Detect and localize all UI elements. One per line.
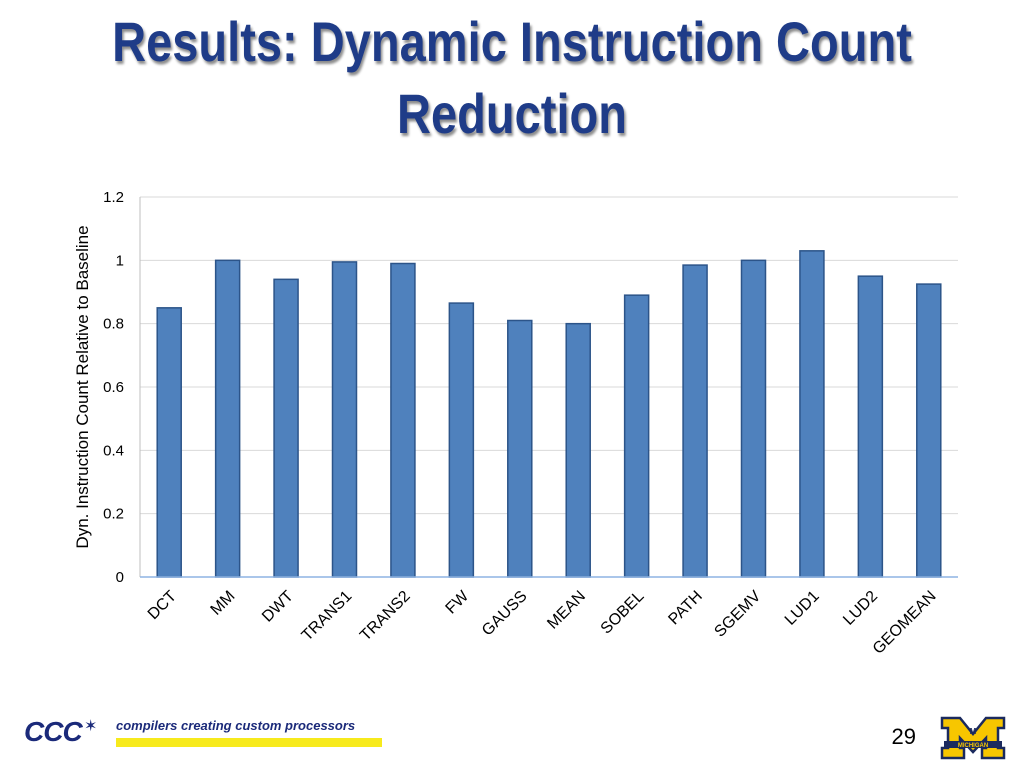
michigan-block-m-logo: M MICHIGAN [940, 716, 1006, 760]
x-tick-label: SOBEL [598, 588, 648, 638]
ccc-logo: CCC ✶ compilers creating custom processo… [24, 716, 382, 752]
x-tick-label: TRANS2 [357, 588, 414, 645]
block-m-icon [940, 716, 1006, 760]
bars [156, 250, 942, 578]
y-tick-label: 0.4 [103, 442, 124, 459]
x-tick-label: SGEMV [711, 588, 764, 641]
y-axis-ticks: 0 0.2 0.4 0.6 0.8 1 1.2 [103, 189, 124, 586]
bar-gauss [507, 319, 533, 578]
bar-geomean [916, 283, 942, 578]
bar-lud1 [799, 250, 825, 578]
bar-chart: 0 0.2 0.4 0.6 0.8 1 1.2 DCT MM DWT TRANS1 TRANS2 FW… [73, 189, 958, 658]
x-tick-label: PATH [665, 588, 706, 629]
gridlines [140, 196, 958, 515]
bar-mean [565, 322, 591, 578]
x-tick-label: LUD1 [782, 588, 823, 629]
bar-sobel [623, 294, 650, 578]
ccc-tagline: compilers creating custom processors [116, 718, 356, 733]
bar-lud2 [857, 275, 884, 578]
bar-dwt [273, 278, 299, 578]
x-tick-label: TRANS1 [299, 588, 356, 645]
tagline-underline-bar [116, 738, 382, 747]
x-axis-labels: DCT MM DWT TRANS1 TRANS2 FW GAUSS MEAN SOBEL PATH… [145, 587, 940, 657]
y-tick-label: 1 [116, 252, 124, 269]
x-tick-label: DCT [145, 588, 180, 623]
x-tick-label: GAUSS [479, 588, 531, 640]
y-tick-label: 1.2 [103, 189, 124, 206]
x-tick-label: GEOMEAN [870, 588, 940, 658]
y-tick-label: 0.2 [103, 506, 124, 523]
bar-trans2 [390, 262, 416, 578]
y-tick-label: 0 [116, 569, 124, 586]
x-tick-label: MEAN [544, 588, 589, 633]
ccc-logo-text: CCC [24, 716, 83, 747]
bar-sgemv [740, 259, 767, 578]
bar-path [682, 264, 708, 578]
x-tick-label: LUD2 [840, 588, 881, 629]
y-axis-title: Dyn. Instruction Count Relative to Basel… [73, 225, 92, 548]
bar-fw [448, 302, 475, 578]
page-number: 29 [891, 724, 916, 749]
x-tick-label: FW [443, 587, 473, 617]
bar-mm [214, 259, 241, 578]
y-tick-label: 0.6 [103, 379, 124, 396]
star-icon: ✶ [84, 718, 98, 735]
block-m-letter: M [970, 727, 977, 736]
y-tick-label: 0.8 [103, 316, 124, 333]
bar-trans1 [331, 261, 358, 578]
x-tick-label: DWT [259, 588, 297, 626]
michigan-wordmark: MICHIGAN [958, 743, 988, 749]
x-tick-label: MM [208, 588, 239, 619]
slide-title: Results: Dynamic Instruction Count Reduc… [112, 10, 912, 145]
bar-dct [156, 307, 182, 578]
